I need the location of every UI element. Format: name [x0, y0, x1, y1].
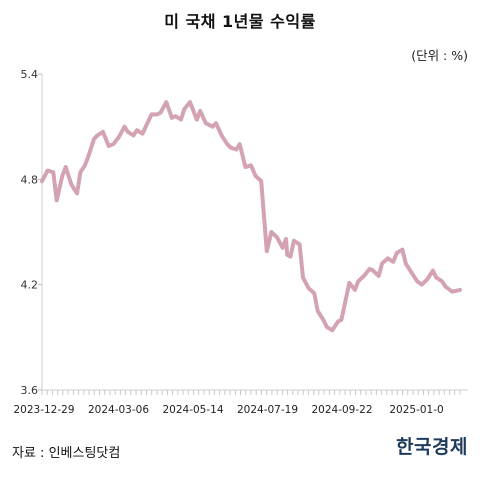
x-tick-label: 2024-03-06 [88, 404, 149, 416]
y-tick-label: 3.6 [21, 384, 39, 397]
chart-title: 미 국채 1년물 수익률 [164, 12, 316, 31]
x-tick-label: 2024-05-14 [162, 404, 223, 416]
brand-logo: 한국경제 [396, 436, 468, 458]
unit-label: (단위 : %) [411, 48, 468, 63]
x-tick-label: 2023-12-29 [13, 404, 74, 416]
x-tick-label: 2025-01-0 [389, 404, 443, 416]
x-tick-label: 2024-07-19 [237, 404, 298, 416]
y-tick-label: 4.2 [21, 279, 39, 292]
y-tick-label: 4.8 [21, 173, 39, 186]
x-tick-label: 2024-09-22 [311, 404, 372, 416]
source-note: 자료 : 인베스팅닷컴 [12, 446, 121, 461]
series-line [40, 100, 462, 333]
y-tick-label: 5.4 [21, 68, 39, 81]
